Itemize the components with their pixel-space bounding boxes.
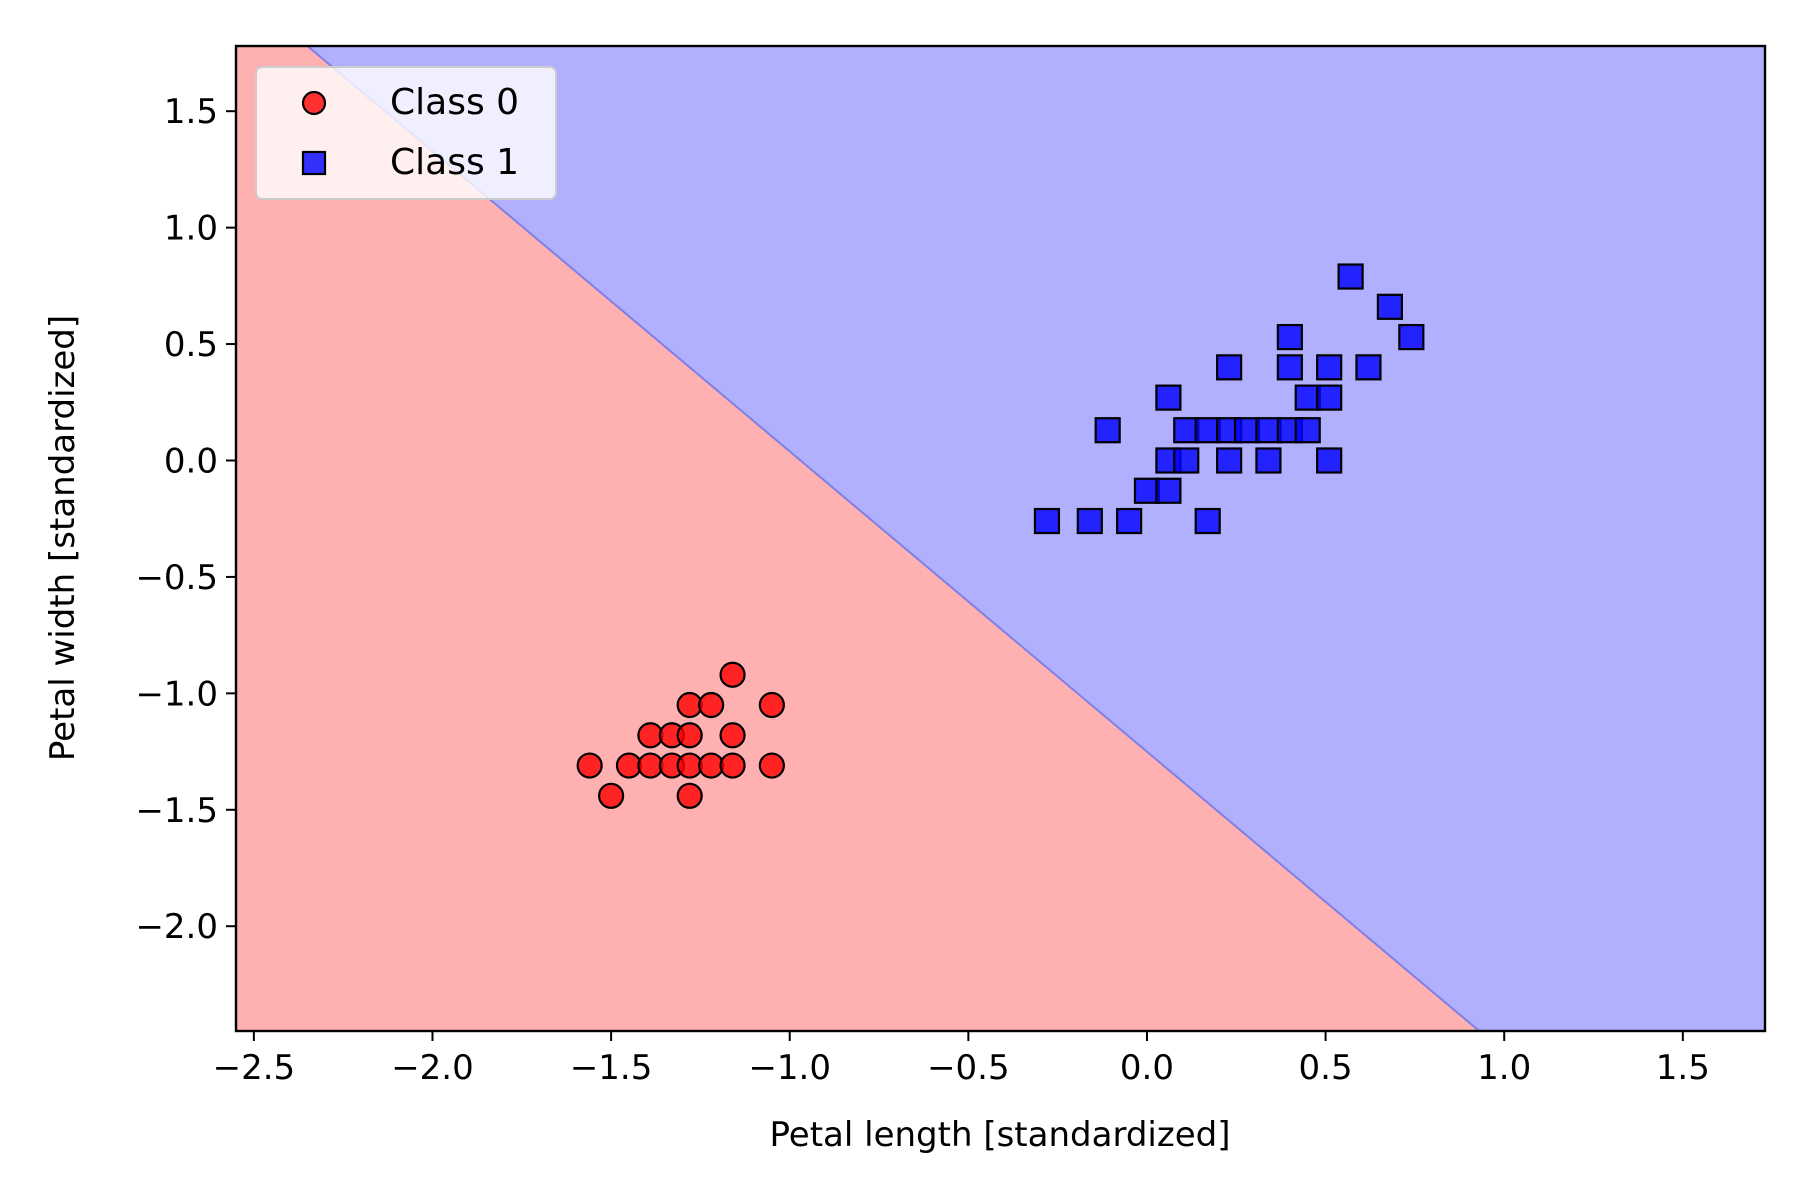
class-1-point <box>1155 477 1182 504</box>
class-1-point <box>1337 263 1364 290</box>
decision-boundary-line <box>306 46 1480 1031</box>
y-axis-ticks: 1.5 1.0 0.5 0.0 −0.5 −1.0 −1.5 −2.0 <box>135 92 236 947</box>
x-axis-label: Petal length [standardized] <box>770 1115 1231 1155</box>
class-1-point <box>1276 354 1303 381</box>
x-tick-label: 0.0 <box>1120 1048 1174 1088</box>
class-1-point <box>1076 507 1103 535</box>
class-1-point <box>1155 384 1182 411</box>
class-1-point <box>1316 447 1343 474</box>
class-0-point <box>676 722 703 749</box>
y-tick-label: −0.5 <box>135 558 218 598</box>
class-1-point <box>1398 323 1425 351</box>
class-0-point <box>598 782 625 809</box>
data-points <box>576 263 1425 809</box>
class-1-point <box>1355 354 1382 381</box>
class-0-point <box>576 752 603 779</box>
x-tick-label: 0.5 <box>1299 1048 1353 1088</box>
y-tick-label: 0.5 <box>164 325 218 365</box>
legend-box <box>255 66 557 200</box>
class-1-point <box>1194 507 1221 535</box>
y-tick-label: 1.0 <box>164 209 218 249</box>
class-1-point <box>1116 507 1143 535</box>
class-1-point <box>1316 354 1343 381</box>
class-1-point <box>1173 447 1200 474</box>
class-0-point <box>719 661 746 688</box>
class-1-point <box>1216 447 1243 474</box>
plot-frame <box>234 44 1767 1033</box>
legend-marker-class-1 <box>301 150 327 176</box>
class-1-point <box>1255 417 1282 444</box>
y-tick-label: −1.0 <box>135 674 218 714</box>
x-tick-label: −1.0 <box>748 1048 831 1088</box>
y-tick-label: −2.0 <box>135 907 218 947</box>
x-tick-label: 1.0 <box>1477 1048 1531 1088</box>
class-1-point <box>1233 417 1261 444</box>
y-axis-label: Petal width [standardized] <box>43 315 83 761</box>
legend: Class 0 Class 1 <box>255 66 557 200</box>
x-tick-label: −0.5 <box>927 1048 1010 1088</box>
class-0-point <box>719 752 746 779</box>
class-0-point <box>758 752 785 779</box>
x-tick-label: −2.5 <box>213 1048 296 1088</box>
class-1-point <box>1276 323 1303 351</box>
class-1-point <box>1316 384 1343 411</box>
class-0-point <box>676 782 703 809</box>
class-1-point <box>1294 417 1321 444</box>
y-tick-label: 0.0 <box>164 441 218 481</box>
class-1-point <box>1216 354 1243 381</box>
y-tick-label: −1.5 <box>135 791 218 831</box>
x-tick-label: −1.5 <box>570 1048 653 1088</box>
class-1-point <box>1255 447 1282 474</box>
x-tick-label: −2.0 <box>391 1048 474 1088</box>
legend-label-class-1: Class 1 <box>390 142 519 183</box>
legend-marker-class-0 <box>301 90 327 116</box>
plot-area <box>236 46 1765 1031</box>
class-1-point <box>1376 293 1403 320</box>
decision-region-class-0 <box>236 46 1480 1031</box>
class-1-point <box>1033 507 1061 535</box>
decision-region-class-1 <box>307 46 1765 1031</box>
y-tick-label: 1.5 <box>164 92 218 132</box>
legend-label-class-0: Class 0 <box>390 82 519 123</box>
x-tick-label: 1.5 <box>1656 1048 1710 1088</box>
x-axis-ticks: −2.5 −2.0 −1.5 −1.0 −0.5 0.0 0.5 1.0 1.5 <box>213 1031 1710 1088</box>
class-0-point <box>698 691 725 719</box>
class-0-point <box>758 691 785 719</box>
class-0-point <box>719 722 746 749</box>
class-1-point <box>1094 417 1121 444</box>
